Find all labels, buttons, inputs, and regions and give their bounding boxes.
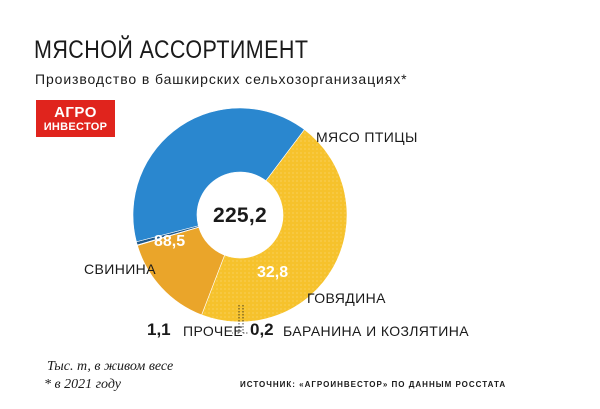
value-label-beef: 32,8 [257, 264, 289, 281]
value-label-pork: 88,5 [154, 233, 186, 250]
slice-pork [132, 107, 305, 243]
category-label-other: ПРОЧЕЕ [183, 323, 244, 339]
value-label-other: 1,1 [147, 320, 171, 339]
category-label-beef: ГОВЯДИНА [307, 290, 386, 306]
category-label-lamb: БАРАНИНА И КОЗЛЯТИНА [283, 323, 469, 339]
logo-line-2: ИНВЕСТОР [43, 120, 108, 133]
chart-title: МЯСНОЙ АССОРТИМЕНТ [34, 36, 309, 64]
chart-subtitle: Производство в башкирских сельхозорганиз… [35, 71, 408, 87]
source-note: ИСТОЧНИК: «АГРОИНВЕСТОР» ПО ДАННЫМ РОССТ… [240, 380, 507, 389]
donut-total: 225,2 [212, 204, 268, 227]
category-label-pork: СВИНИНА [84, 261, 156, 277]
value-label-lamb: 0,2 [250, 320, 274, 339]
logo-line-1: АГРО [54, 103, 97, 121]
value-label-poultry: 102,6 [370, 154, 411, 171]
slice-poultry-texture [201, 129, 347, 322]
year-note: * в 2021 году [44, 377, 121, 392]
units-note: Тыс. т, в живом весе [47, 359, 174, 374]
agroinvestor-logo: АГРО ИНВЕСТОР [36, 100, 115, 137]
category-label-poultry: МЯСО ПТИЦЫ [316, 129, 418, 145]
